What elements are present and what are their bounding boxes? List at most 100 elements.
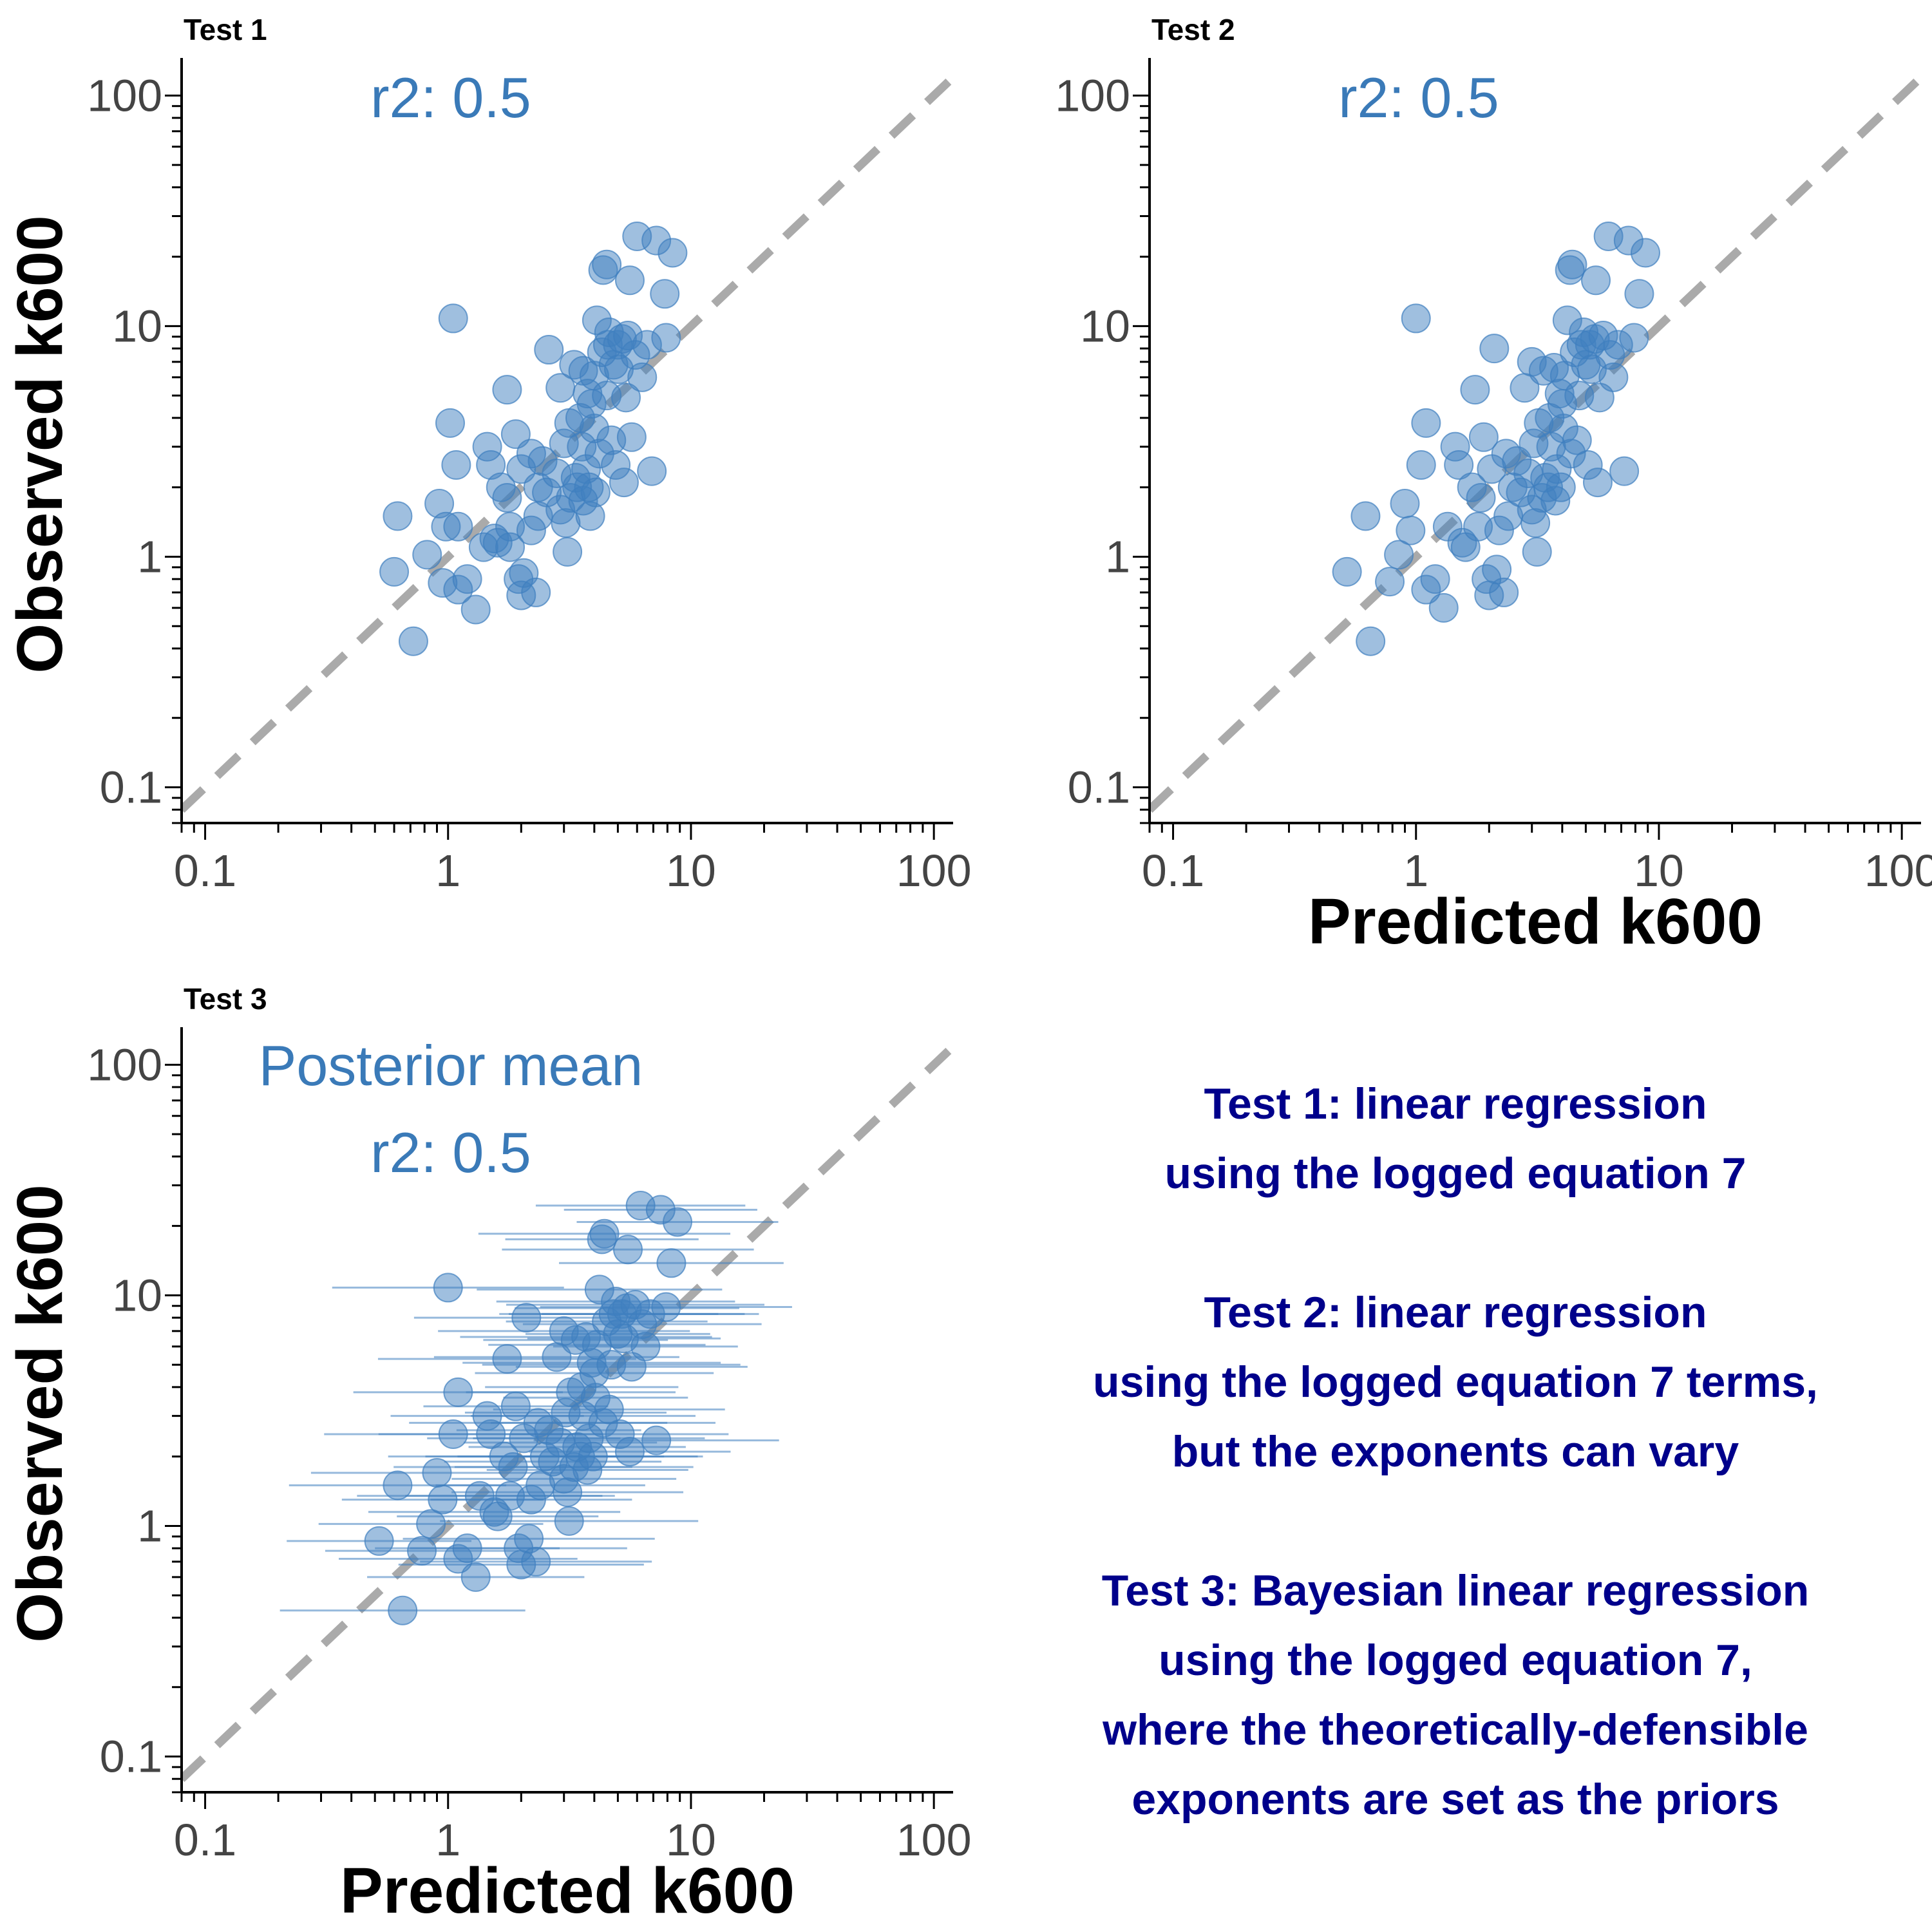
data-point (1584, 383, 1615, 413)
method-legend: Test 1: linear regression using the logg… (1005, 1069, 1906, 1834)
data-point (641, 1425, 672, 1455)
data-point (492, 1344, 522, 1374)
legend-line: using the logged equation 7 (1164, 1149, 1747, 1198)
data-point (658, 238, 688, 268)
legend-test-3: Test 3: Bayesian linear regression using… (1005, 1556, 1906, 1834)
data-point (616, 422, 647, 452)
data-point (1356, 626, 1386, 656)
data-point (472, 431, 502, 462)
panel-title: Test 2 (1151, 13, 1235, 46)
data-point (1444, 450, 1474, 480)
data-point (1332, 556, 1362, 587)
plot-area (183, 1045, 954, 1782)
data-point (1522, 536, 1552, 567)
r2-annotation: r2: 0.5 (370, 66, 531, 129)
y-tick-label: 100 (87, 1039, 162, 1090)
data-point (534, 335, 564, 365)
data-point (1384, 540, 1414, 570)
x-tick-label: 0.1 (1142, 846, 1204, 896)
data-point (388, 1595, 418, 1625)
legend-test-1: Test 1: linear regression using the logg… (1005, 1069, 1906, 1208)
y-tick-label: 1 (137, 531, 162, 582)
data-point (500, 1391, 531, 1421)
data-point (651, 323, 681, 353)
data-point (511, 1303, 542, 1333)
data-point (438, 303, 468, 334)
data-point (500, 419, 531, 450)
x-tick-label: 1 (1403, 846, 1428, 896)
legend-line: Test 1: linear regression (1204, 1079, 1707, 1128)
plot-area (1151, 76, 1922, 813)
data-point (1630, 238, 1660, 268)
data-point (553, 536, 583, 567)
panel-2: Test 2 0.10.1 1 1 10 10 100 100 r2: 0.5 Predicted… (1055, 13, 1932, 958)
data-point (651, 1292, 681, 1322)
data-point (495, 532, 526, 562)
panel-1: Test 1 0.10.1 1 1 10 10 100 100 r2: 0.5 Observed … (4, 13, 972, 896)
r2-annotation: r2: 0.5 (1338, 66, 1499, 129)
posterior-mean-annotation: Posterior mean (259, 1034, 643, 1097)
y-tick-label: 10 (112, 301, 162, 351)
data-point (630, 1331, 661, 1361)
data-point (614, 1437, 645, 1467)
one-to-one-line (1151, 76, 1922, 813)
data-point (1350, 501, 1381, 531)
y-tick-label: 10 (112, 1270, 162, 1320)
y-axis-label: Observed k600 (4, 1184, 76, 1643)
legend-line: exponents are set as the priors (1132, 1775, 1779, 1824)
data-point (1420, 564, 1450, 594)
data-point (443, 511, 473, 542)
x-tick-label: 0.1 (174, 1815, 236, 1865)
data-point (1406, 450, 1436, 480)
data-point (412, 540, 442, 570)
y-tick-label: 1 (1105, 531, 1130, 582)
y-tick-label: 10 (1080, 301, 1130, 351)
data-point (1401, 303, 1431, 334)
data-point (1562, 425, 1592, 455)
data-point (1428, 592, 1459, 623)
data-point (1581, 265, 1611, 296)
data-point (1520, 508, 1551, 538)
data-point (1619, 323, 1649, 353)
data-point (1598, 362, 1629, 392)
data-point (1557, 249, 1587, 279)
data-point (1489, 577, 1519, 607)
data-point (662, 1207, 692, 1237)
data-point (594, 1394, 624, 1425)
data-point (492, 483, 522, 513)
panel-3: Test 3 0.10.1 1 1 10 10 100 100 Posterior mean r2… (4, 982, 972, 1927)
one-to-one-line (183, 1045, 954, 1782)
data-point (492, 375, 522, 405)
data-point (637, 456, 667, 486)
data-point (650, 279, 680, 309)
y-tick-label: 0.1 (100, 762, 162, 813)
legend-line: Test 2: linear regression (1204, 1288, 1707, 1337)
data-point (452, 564, 482, 594)
data-point (1609, 456, 1640, 486)
data-point (1411, 408, 1441, 438)
data-point (614, 265, 645, 296)
data-point (613, 1235, 643, 1265)
legend-test-2: Test 2: linear regression using the logg… (1005, 1278, 1906, 1486)
data-point (1582, 468, 1613, 498)
legend-line: Test 3: Bayesian linear regression (1101, 1566, 1810, 1615)
data-point (435, 408, 465, 438)
x-tick-label: 1 (435, 1815, 460, 1865)
data-point (554, 1506, 584, 1536)
x-tick-label: 10 (666, 1815, 716, 1865)
data-point (1375, 567, 1405, 597)
x-tick-label: 10 (1634, 846, 1684, 896)
data-point (1460, 375, 1490, 405)
data-point (1479, 334, 1510, 364)
data-point (521, 577, 551, 607)
data-point (398, 626, 428, 656)
x-axis-label: Predicted k600 (1308, 886, 1763, 958)
data-point (592, 249, 622, 279)
data-point (438, 1419, 468, 1449)
data-point (611, 383, 641, 413)
data-point (441, 450, 471, 480)
legend-line: using the logged equation 7, (1159, 1636, 1752, 1685)
data-point (580, 477, 611, 507)
x-axis-label: Predicted k600 (340, 1855, 795, 1927)
